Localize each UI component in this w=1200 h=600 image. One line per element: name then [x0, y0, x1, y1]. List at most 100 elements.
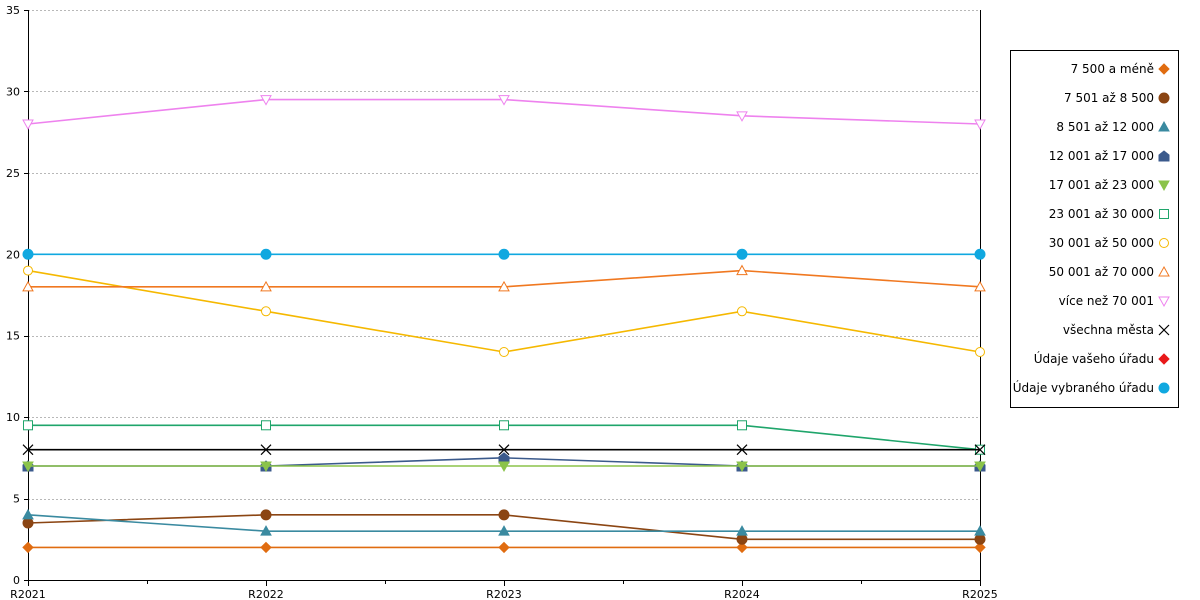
data-point — [499, 347, 509, 357]
data-point — [498, 444, 510, 456]
legend-item: Údaje vašeho úřadu — [1034, 351, 1170, 366]
legend-marker — [1158, 120, 1170, 132]
legend-label: více než 70 001 — [1059, 294, 1154, 308]
legend-marker — [1158, 180, 1170, 192]
data-point — [260, 525, 272, 536]
legend-item: 30 001 až 50 000 — [1049, 236, 1169, 250]
legend-label: 7 500 a méně — [1071, 62, 1154, 76]
legend-label: 8 501 až 12 000 — [1056, 120, 1154, 134]
data-point — [736, 111, 748, 122]
data-point — [260, 461, 272, 473]
legend-label: 17 001 až 23 000 — [1049, 178, 1154, 192]
data-point — [260, 509, 272, 521]
data-point — [260, 280, 272, 292]
data-point — [22, 280, 34, 292]
legend-label: 7 501 až 8 500 — [1064, 91, 1154, 105]
legend-item: více než 70 001 — [1059, 294, 1170, 308]
data-point — [974, 280, 986, 292]
legend-item: 50 001 až 70 000 — [1049, 265, 1170, 279]
legend-label: 23 001 až 30 000 — [1049, 207, 1154, 221]
legend-marker — [1158, 296, 1170, 308]
data-point — [261, 306, 271, 317]
data-point — [22, 517, 34, 529]
legend-marker — [1158, 63, 1170, 75]
legend: 7 500 a méně 7 501 až 8 500 8 501 až 12 00… — [1010, 50, 1179, 408]
data-point — [736, 248, 748, 260]
data-point — [974, 525, 986, 536]
data-point — [736, 541, 748, 554]
legend-marker — [1158, 265, 1170, 277]
data-point — [22, 541, 34, 554]
y-tick-label: 0 — [13, 574, 20, 587]
data-point — [23, 265, 33, 276]
legend-marker — [1159, 209, 1169, 219]
data-point — [22, 248, 34, 260]
legend-label: všechna města — [1063, 323, 1154, 337]
series-11 — [22, 248, 986, 260]
series-8 — [22, 95, 986, 131]
legend-marker — [1158, 353, 1170, 365]
legend-label: Údaje vybraného úřadu — [1013, 380, 1154, 395]
data-point — [23, 420, 33, 431]
data-point — [498, 509, 510, 521]
x-tick-label: R2022 — [248, 588, 284, 600]
axes: 0 5 10 15 20 25 30 35 R2021 R2022 R2023 R2024 R2025 — [6, 4, 998, 600]
legend-marker — [1158, 92, 1170, 104]
legend-item: Údaje vybraného úřadu — [1013, 380, 1170, 395]
series-0 — [22, 541, 986, 554]
data-point — [498, 95, 510, 106]
data-point — [260, 444, 272, 456]
legend-item: 7 500 a méně — [1071, 62, 1170, 76]
legend-item: 7 501 až 8 500 — [1064, 91, 1170, 105]
series-2 — [22, 508, 986, 536]
legend-label: 12 001 až 17 000 — [1049, 149, 1154, 163]
legend-label: Údaje vašeho úřadu — [1034, 351, 1154, 366]
data-point — [22, 444, 34, 456]
y-tick-label: 20 — [6, 248, 20, 261]
y-tick-label: 15 — [6, 330, 20, 343]
data-point — [498, 280, 510, 292]
data-point — [974, 119, 986, 131]
legend-item: 23 001 až 30 000 — [1049, 207, 1169, 221]
legend-marker — [1158, 150, 1170, 162]
data-point — [22, 461, 34, 473]
legend-marker — [1158, 324, 1170, 336]
y-tick-label: 5 — [13, 493, 20, 506]
data-point — [736, 525, 748, 536]
series-layer — [22, 95, 986, 554]
series-1 — [22, 509, 986, 545]
data-point — [974, 461, 986, 473]
y-tick-label: 35 — [6, 4, 20, 17]
legend-item: 17 001 až 23 000 — [1049, 178, 1170, 192]
legend-label: 30 001 až 50 000 — [1049, 236, 1154, 250]
data-point — [22, 119, 34, 131]
data-point — [261, 420, 271, 431]
x-tick-label: R2021 — [10, 588, 46, 600]
series-4 — [22, 461, 986, 473]
data-point — [260, 95, 272, 106]
series-6 — [23, 265, 985, 357]
data-point — [737, 420, 747, 431]
data-point — [736, 444, 748, 456]
data-point — [260, 248, 272, 260]
data-point — [260, 541, 272, 554]
data-point — [498, 541, 510, 554]
data-point — [498, 452, 510, 464]
x-tick-label: R2025 — [962, 588, 998, 600]
x-tick-label: R2024 — [724, 588, 760, 600]
data-point — [736, 533, 748, 545]
data-point — [498, 248, 510, 260]
data-point — [499, 420, 509, 431]
legend-marker — [1159, 238, 1169, 248]
data-point — [974, 248, 986, 260]
legend-item: všechna města — [1063, 323, 1170, 337]
legend-marker — [1158, 382, 1170, 394]
data-point — [498, 525, 510, 536]
data-point — [736, 461, 748, 473]
legend-item: 12 001 až 17 000 — [1049, 149, 1170, 163]
legend-item: 8 501 až 12 000 — [1056, 120, 1170, 134]
data-point — [974, 533, 986, 545]
legend-label: 50 001 až 70 000 — [1049, 265, 1154, 279]
y-tick-label: 25 — [6, 167, 20, 180]
